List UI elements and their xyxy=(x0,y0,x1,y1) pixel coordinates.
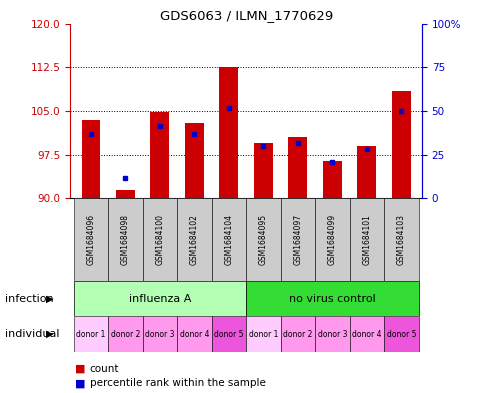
Text: GSM1684104: GSM1684104 xyxy=(224,214,233,265)
Text: ▶: ▶ xyxy=(46,329,53,339)
Text: GSM1684099: GSM1684099 xyxy=(327,214,336,265)
Bar xyxy=(391,91,410,198)
Bar xyxy=(245,316,280,352)
Bar xyxy=(81,120,100,198)
Bar xyxy=(315,198,349,281)
Text: donor 1: donor 1 xyxy=(76,330,106,338)
Bar xyxy=(349,198,383,281)
Text: influenza A: influenza A xyxy=(128,294,191,304)
Bar xyxy=(142,316,177,352)
Text: GSM1684102: GSM1684102 xyxy=(190,214,198,265)
Bar xyxy=(219,67,238,198)
Bar xyxy=(383,198,418,281)
Text: donor 2: donor 2 xyxy=(110,330,140,338)
Bar xyxy=(150,112,169,198)
Bar xyxy=(383,316,418,352)
Text: ■: ■ xyxy=(75,364,86,374)
Bar xyxy=(245,281,418,316)
Bar xyxy=(142,198,177,281)
Bar xyxy=(245,198,280,281)
Bar xyxy=(108,198,142,281)
Bar xyxy=(280,198,315,281)
Text: count: count xyxy=(90,364,119,374)
Text: GSM1684100: GSM1684100 xyxy=(155,214,164,265)
Text: no virus control: no virus control xyxy=(288,294,375,304)
Bar xyxy=(357,146,376,198)
Text: infection: infection xyxy=(5,294,53,304)
Text: donor 3: donor 3 xyxy=(317,330,347,338)
Text: donor 5: donor 5 xyxy=(386,330,415,338)
Text: donor 4: donor 4 xyxy=(179,330,209,338)
Bar xyxy=(349,316,383,352)
Text: donor 1: donor 1 xyxy=(248,330,277,338)
Bar xyxy=(211,198,245,281)
Bar xyxy=(288,137,307,198)
Title: GDS6063 / ILMN_1770629: GDS6063 / ILMN_1770629 xyxy=(159,9,332,22)
Text: GSM1684103: GSM1684103 xyxy=(396,214,405,265)
Text: GSM1684101: GSM1684101 xyxy=(362,214,371,265)
Bar xyxy=(211,316,245,352)
Bar xyxy=(74,281,245,316)
Bar xyxy=(280,316,315,352)
Text: donor 5: donor 5 xyxy=(214,330,243,338)
Bar xyxy=(74,316,108,352)
Bar xyxy=(315,316,349,352)
Text: GSM1684096: GSM1684096 xyxy=(86,214,95,265)
Text: percentile rank within the sample: percentile rank within the sample xyxy=(90,378,265,388)
Text: individual: individual xyxy=(5,329,59,339)
Text: donor 4: donor 4 xyxy=(351,330,381,338)
Bar xyxy=(116,190,135,198)
Bar xyxy=(177,198,211,281)
Text: GSM1684095: GSM1684095 xyxy=(258,214,267,265)
Bar xyxy=(322,161,341,198)
Bar xyxy=(74,198,108,281)
Bar xyxy=(177,316,211,352)
Text: GSM1684097: GSM1684097 xyxy=(293,214,302,265)
Text: ▶: ▶ xyxy=(46,294,53,304)
Bar xyxy=(184,123,203,198)
Text: GSM1684098: GSM1684098 xyxy=(121,214,130,265)
Bar xyxy=(253,143,272,198)
Text: donor 3: donor 3 xyxy=(145,330,174,338)
Text: donor 2: donor 2 xyxy=(283,330,312,338)
Bar xyxy=(108,316,142,352)
Text: ■: ■ xyxy=(75,378,86,388)
